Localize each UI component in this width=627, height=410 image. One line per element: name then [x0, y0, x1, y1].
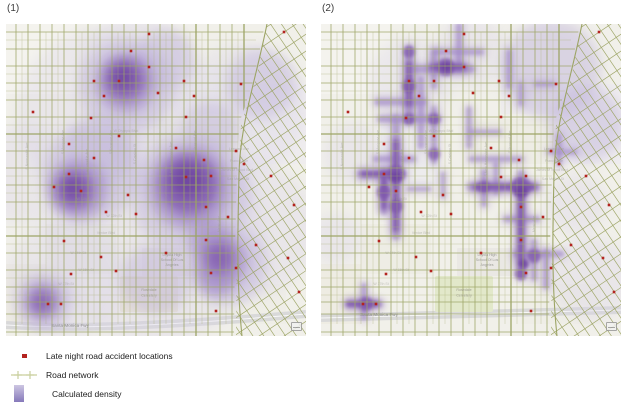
svg-text:School Of Los: School Of Los — [161, 258, 184, 262]
svg-text:San Marino St: San Marino St — [227, 177, 249, 181]
svg-text:S Mariposa Ave: S Mariposa Ave — [61, 130, 65, 155]
network-density-map: Leeward Ave Francis Ave James M Wood Blvd S… — [321, 24, 621, 336]
panel-2-label: (2) — [322, 3, 335, 14]
svg-text:S New Hampshire Ave: S New Hampshire Ave — [169, 141, 173, 176]
svg-text:W Olympic Blvd: W Olympic Blvd — [429, 129, 454, 133]
svg-text:Angeles: Angeles — [481, 263, 494, 267]
svg-text:W 17th St: W 17th St — [373, 282, 388, 286]
svg-text:Leeward Ave: Leeward Ave — [229, 147, 249, 151]
svg-text:S Normandie Ave: S Normandie Ave — [25, 142, 29, 169]
accident-point-icon — [21, 353, 27, 358]
svg-text:W 14th St: W 14th St — [70, 251, 85, 255]
svg-text:Menlo Ave: Menlo Ave — [217, 216, 221, 232]
map-panel-2: Leeward Ave Francis Ave James M Wood Blvd S… — [321, 24, 621, 336]
svg-text:W 15th St: W 15th St — [78, 268, 93, 272]
svg-text:Francis Ave: Francis Ave — [230, 159, 248, 163]
map-panel-1: Leeward Ave Francis Ave James M Wood Blvd S… — [6, 24, 306, 336]
svg-text:Loyola High: Loyola High — [478, 253, 497, 257]
svg-text:S New Hampshire Ave: S New Hampshire Ave — [484, 141, 488, 176]
svg-text:Loyola High: Loyola High — [163, 253, 182, 257]
legend-label-accidents: Late night road accident locations — [46, 350, 173, 361]
legend: Late night road accident locations Road … — [8, 346, 308, 403]
svg-text:Cemetery: Cemetery — [141, 294, 157, 298]
svg-text:Rosedale: Rosedale — [141, 288, 156, 292]
svg-text:James M Wood Blvd: James M Wood Blvd — [221, 168, 253, 172]
svg-text:San Marino St: San Marino St — [542, 177, 564, 181]
svg-text:W 12th St: W 12th St — [421, 214, 436, 218]
svg-text:Santa Monica Fwy: Santa Monica Fwy — [51, 323, 89, 328]
svg-text:S Alexandria Ave: S Alexandria Ave — [400, 149, 404, 175]
map-watermark-icon — [606, 322, 617, 331]
legend-label-density: Calculated density — [52, 388, 122, 399]
svg-text:W 15th St: W 15th St — [393, 268, 408, 272]
svg-text:S Catalina St: S Catalina St — [133, 144, 137, 164]
map-watermark-icon — [291, 322, 302, 331]
svg-text:S Kenmore Ave: S Kenmore Ave — [109, 130, 113, 154]
legend-item-density: Calculated density — [8, 384, 308, 403]
legend-item-accidents: Late night road accident locations — [8, 346, 308, 365]
svg-text:School Of Los: School Of Los — [476, 258, 499, 262]
svg-text:W 11th St: W 11th St — [391, 197, 406, 201]
svg-text:W 11th St: W 11th St — [76, 197, 91, 201]
kernel-density-map: Leeward Ave Francis Ave James M Wood Blvd S… — [6, 24, 306, 336]
svg-text:Angeles: Angeles — [166, 263, 179, 267]
svg-text:S Kenmore Ave: S Kenmore Ave — [424, 130, 428, 154]
svg-text:Francis Ave: Francis Ave — [545, 159, 563, 163]
svg-text:W 17th St: W 17th St — [58, 282, 73, 286]
svg-text:Santa Monica Fwy: Santa Monica Fwy — [360, 312, 398, 317]
road-line-icon — [11, 370, 37, 379]
svg-text:W 12th St: W 12th St — [106, 214, 121, 218]
svg-text:W Olympic Blvd: W Olympic Blvd — [114, 129, 139, 133]
legend-item-road-network: Road network — [8, 365, 308, 384]
svg-text:S Vermont Ave: S Vermont Ave — [508, 130, 512, 153]
svg-text:S Normandie Ave: S Normandie Ave — [340, 142, 344, 169]
svg-text:S Vermont Ave: S Vermont Ave — [193, 130, 197, 153]
svg-text:Venice Blvd: Venice Blvd — [97, 231, 115, 235]
svg-text:Leeward Ave: Leeward Ave — [544, 147, 564, 151]
svg-text:Rosedale: Rosedale — [456, 288, 471, 292]
svg-text:Cemetery: Cemetery — [456, 294, 472, 298]
svg-text:W 14th St: W 14th St — [385, 251, 400, 255]
svg-text:James M Wood Blvd: James M Wood Blvd — [536, 168, 568, 172]
legend-label-road-network: Road network — [46, 369, 99, 380]
svg-text:S Catalina St: S Catalina St — [448, 144, 452, 164]
svg-text:Venice Blvd: Venice Blvd — [412, 231, 430, 235]
svg-text:Menlo Ave: Menlo Ave — [532, 216, 536, 232]
svg-text:S Alexandria Ave: S Alexandria Ave — [85, 149, 89, 175]
svg-text:S Mariposa Ave: S Mariposa Ave — [376, 130, 380, 155]
density-gradient-icon — [14, 385, 24, 402]
panel-1-label: (1) — [7, 3, 20, 14]
